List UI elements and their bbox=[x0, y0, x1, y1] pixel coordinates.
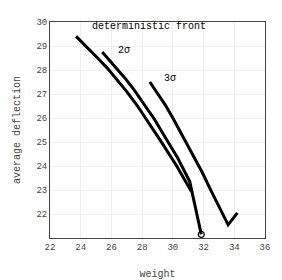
svg-text:26: 26 bbox=[106, 243, 117, 253]
svg-text:24: 24 bbox=[36, 162, 47, 172]
svg-text:22: 22 bbox=[36, 210, 47, 220]
svg-text:25: 25 bbox=[36, 138, 47, 148]
svg-text:36: 36 bbox=[260, 243, 271, 253]
svg-text:34: 34 bbox=[229, 243, 240, 253]
svg-text:23: 23 bbox=[36, 186, 47, 196]
svg-text:deterministic front: deterministic front bbox=[92, 21, 206, 32]
svg-text:28: 28 bbox=[137, 243, 148, 253]
svg-text:2σ: 2σ bbox=[118, 45, 130, 56]
svg-text:3σ: 3σ bbox=[164, 73, 176, 84]
svg-text:average deflection: average deflection bbox=[12, 76, 23, 184]
svg-text:32: 32 bbox=[198, 243, 209, 253]
svg-text:28: 28 bbox=[36, 66, 47, 76]
svg-text:22: 22 bbox=[45, 243, 56, 253]
svg-text:30: 30 bbox=[36, 18, 47, 28]
svg-text:29: 29 bbox=[36, 42, 47, 52]
svg-text:weight: weight bbox=[139, 269, 175, 280]
svg-text:27: 27 bbox=[36, 90, 47, 100]
svg-text:24: 24 bbox=[75, 243, 86, 253]
svg-text:30: 30 bbox=[167, 243, 178, 253]
svg-text:26: 26 bbox=[36, 114, 47, 124]
